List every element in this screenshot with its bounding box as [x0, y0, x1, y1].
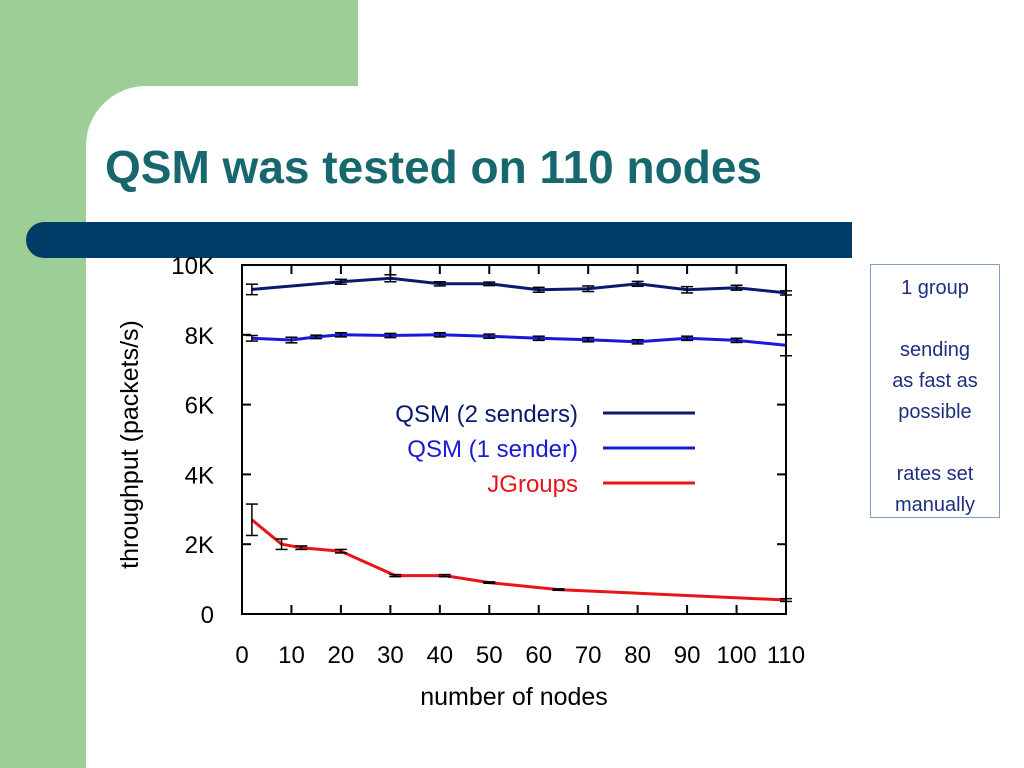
x-tick-label: 30 — [377, 642, 404, 669]
decor-corner — [86, 86, 146, 146]
x-tick-label: 80 — [624, 642, 651, 669]
notes-box: 1 group sending as fast as possible rates se… — [870, 264, 1000, 518]
notes-line — [871, 304, 999, 335]
x-tick-label: 40 — [426, 642, 453, 669]
decor-left-bar — [0, 0, 86, 768]
legend-label: QSM (2 senders) — [395, 401, 578, 428]
notes-line: sending — [899, 339, 971, 361]
x-tick-label: 60 — [525, 642, 552, 669]
notes-line: manually — [894, 494, 976, 516]
x-tick-label: 90 — [674, 642, 701, 669]
x-axis-label: number of nodes — [420, 683, 608, 711]
notes-line: possible — [898, 401, 972, 423]
x-tick-label: 110 — [767, 642, 805, 669]
y-axis-label: throughput (packets/s) — [116, 320, 144, 569]
legend-label: JGroups — [487, 471, 578, 498]
notes-line: rates set — [896, 463, 974, 485]
y-tick-label: 6K — [185, 393, 214, 420]
y-tick-label: 0 — [201, 602, 214, 629]
series-line-0 — [251, 276, 787, 295]
plot-frame — [241, 264, 787, 615]
notes-line: as fast as — [892, 370, 978, 392]
title-underline-banner — [26, 222, 852, 258]
y-tick-label: 8K — [185, 323, 214, 350]
x-tick-label: 0 — [235, 642, 248, 669]
y-tick-label: 10K — [171, 253, 214, 280]
legend-label: QSM (1 sender) — [407, 436, 578, 463]
notes-line: 1 group — [901, 277, 969, 299]
notes-line — [871, 428, 999, 459]
y-tick-label: 2K — [185, 532, 214, 559]
y-tick-label: 4K — [185, 462, 214, 489]
series-line-2 — [250, 518, 787, 602]
x-tick-label: 100 — [717, 642, 757, 669]
x-tick-label: 70 — [575, 642, 602, 669]
x-tick-label: 20 — [328, 642, 355, 669]
slide-title: QSM was tested on 110 nodes — [105, 141, 762, 193]
x-tick-label: 10 — [278, 642, 305, 669]
x-tick-label: 50 — [476, 642, 503, 669]
series-line-1 — [251, 333, 787, 347]
